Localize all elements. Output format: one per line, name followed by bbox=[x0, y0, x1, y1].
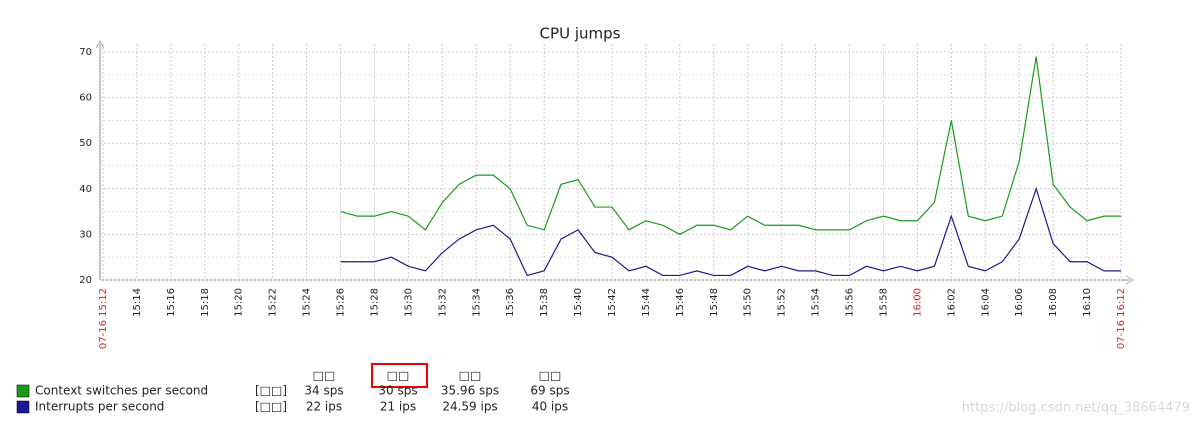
legend-stat: 30 sps bbox=[378, 384, 417, 398]
y-tick-label: 20 bbox=[79, 275, 92, 286]
legend-label: Interrupts per second bbox=[35, 400, 164, 414]
x-tick-label: 16:02 bbox=[946, 288, 957, 317]
series-line bbox=[340, 56, 1121, 236]
x-tick-label: 15:54 bbox=[811, 288, 822, 317]
chart-title: CPU jumps bbox=[540, 25, 621, 43]
legend-swatch bbox=[16, 384, 30, 398]
x-tick-label: 16:04 bbox=[980, 288, 991, 317]
legend-swatch bbox=[16, 400, 30, 414]
y-tick-label: 60 bbox=[79, 93, 92, 104]
x-tick-label: 15:48 bbox=[709, 288, 720, 317]
legend-function: [□□] bbox=[255, 384, 287, 398]
series-line bbox=[340, 186, 1121, 277]
highlight-box bbox=[371, 363, 428, 388]
x-tick-label: 16:06 bbox=[1014, 288, 1025, 317]
legend-function: [□□] bbox=[255, 400, 287, 414]
x-tick-label: 15:22 bbox=[268, 288, 279, 317]
x-tick-label: 15:26 bbox=[336, 288, 347, 317]
x-tick-label: 15:14 bbox=[132, 288, 143, 317]
legend-header: □□ bbox=[539, 369, 562, 383]
x-tick-label: 15:34 bbox=[471, 288, 482, 317]
x-tick-label: 07-16 16:12 bbox=[1116, 288, 1127, 349]
y-tick-label: 50 bbox=[79, 138, 92, 149]
x-tick-label: 15:24 bbox=[302, 288, 313, 317]
legend-stat: 21 ips bbox=[380, 400, 416, 414]
legend-stat: 24.59 ips bbox=[442, 400, 497, 414]
x-tick-label: 15:20 bbox=[234, 288, 245, 317]
x-tick-label: 15:40 bbox=[573, 288, 584, 317]
y-tick-label: 30 bbox=[79, 229, 92, 240]
x-tick-label: 15:44 bbox=[641, 288, 652, 317]
x-tick-label: 15:42 bbox=[607, 288, 618, 317]
legend-header: □□ bbox=[387, 369, 410, 383]
x-tick-label: 16:08 bbox=[1048, 288, 1059, 317]
x-tick-label: 15:32 bbox=[437, 288, 448, 317]
x-tick-label: 15:56 bbox=[845, 288, 856, 317]
x-axis-arrow bbox=[1125, 275, 1135, 285]
x-tick-label: 15:58 bbox=[878, 288, 889, 317]
x-tick-label: 15:50 bbox=[743, 288, 754, 317]
legend-stat: 40 ips bbox=[532, 400, 568, 414]
x-tick-label: 15:52 bbox=[777, 288, 788, 317]
x-tick-label: 07-16 15:12 bbox=[98, 288, 109, 349]
x-tick-label: 15:36 bbox=[505, 288, 516, 317]
y-tick-label: 70 bbox=[79, 47, 92, 58]
y-tick-label: 40 bbox=[79, 184, 92, 195]
legend-stat: 35.96 sps bbox=[441, 384, 499, 398]
x-tick-label: 15:46 bbox=[675, 288, 686, 317]
x-tick-label: 16:00 bbox=[912, 288, 923, 317]
x-tick-label: 15:16 bbox=[166, 288, 177, 317]
x-tick-label: 15:28 bbox=[369, 288, 380, 317]
legend-label: Context switches per second bbox=[35, 384, 208, 398]
x-tick-label: 16:10 bbox=[1082, 288, 1093, 317]
legend-header: □□ bbox=[459, 369, 482, 383]
legend-header: □□ bbox=[313, 369, 336, 383]
legend-stat: 34 sps bbox=[304, 384, 343, 398]
x-tick-label: 15:30 bbox=[403, 288, 414, 317]
x-tick-label: 15:18 bbox=[200, 288, 211, 317]
x-tick-label: 15:38 bbox=[539, 288, 550, 317]
watermark: https://blog.csdn.net/qq_38664479 bbox=[962, 401, 1190, 416]
legend-stat: 69 sps bbox=[530, 384, 569, 398]
legend-stat: 22 ips bbox=[306, 400, 342, 414]
